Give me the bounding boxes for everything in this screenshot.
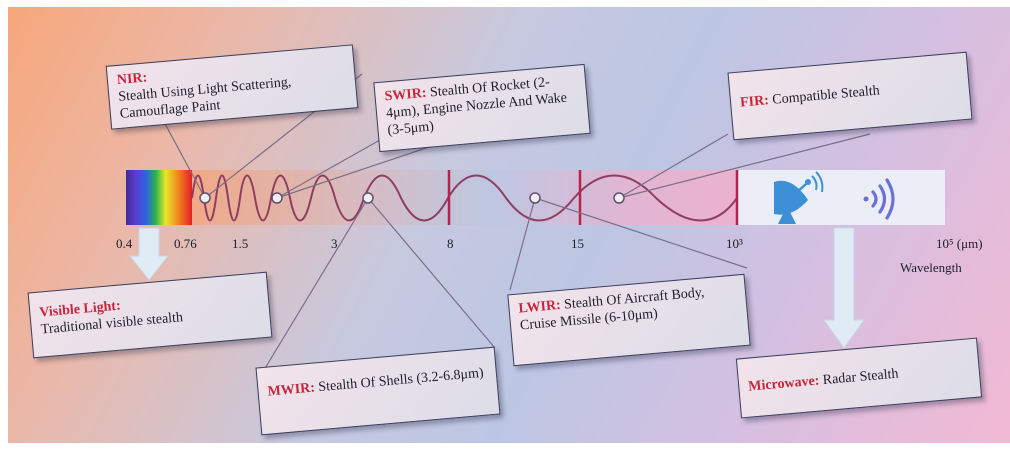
lwir-heading: LWIR: <box>517 297 562 317</box>
tick-10-3: 10³ <box>726 236 743 251</box>
swir-text: Stealth Of Rocket (2-4μm), Engine Nozzle… <box>385 75 568 139</box>
visible-light-band <box>126 170 192 225</box>
fir-text: Compatible Stealth <box>771 83 881 108</box>
wave-curve <box>191 174 738 222</box>
leader-lines <box>162 73 871 371</box>
tick-0-76: 0.76 <box>174 236 197 251</box>
axis-title: Wavelength <box>900 260 962 275</box>
fir-heading: FIR: <box>739 93 770 111</box>
microwave-heading: Microwave: <box>747 373 821 395</box>
signal-waves-icon <box>863 178 895 220</box>
microwave-text: Radar Stealth <box>822 366 900 389</box>
tick-8: 8 <box>447 236 454 251</box>
tick-10-5: 10⁵ (μm) <box>936 236 983 251</box>
tick-3: 3 <box>331 236 338 251</box>
radar-dish-icon <box>774 171 824 224</box>
swir-heading: SWIR: <box>384 85 428 105</box>
tick-0-4: 0.4 <box>116 236 133 251</box>
tick-15: 15 <box>571 236 584 251</box>
nir-heading: NIR: <box>116 70 148 88</box>
microwave-band <box>737 170 945 225</box>
microwave-arrow <box>823 227 865 349</box>
tick-1-5: 1.5 <box>232 236 249 251</box>
marker-circles <box>199 192 625 204</box>
visible-light-arrow <box>128 227 170 281</box>
mwir-heading: MWIR: <box>267 380 316 400</box>
mwir-text: Stealth Of Shells (3.2-6.8μm) <box>317 365 485 396</box>
